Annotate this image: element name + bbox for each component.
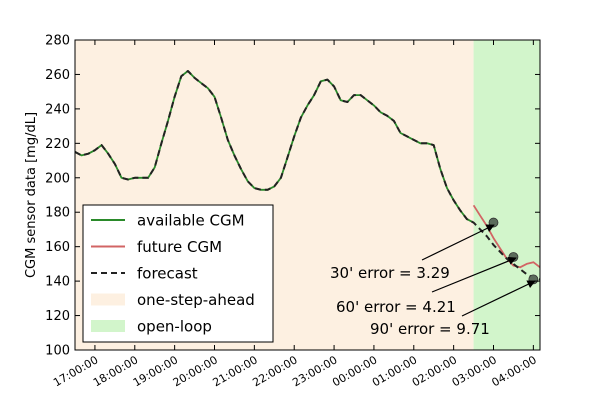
x-tick-label: 19:00:00 <box>131 353 180 389</box>
x-tick-label: 21:00:00 <box>211 353 260 389</box>
legend-label-open-loop: open-loop <box>137 318 212 336</box>
legend-label-future-CGM: future CGM <box>137 238 222 256</box>
region-open-loop <box>473 40 540 350</box>
x-tick-label: 23:00:00 <box>290 353 339 389</box>
legend-label-available-CGM: available CGM <box>137 212 245 230</box>
annotation-label-2: 60' error = 4.21 <box>336 298 456 316</box>
x-tick-label: 00:00:00 <box>330 353 379 389</box>
x-tick-label: 01:00:00 <box>370 353 419 389</box>
x-tick-label: 03:00:00 <box>450 353 499 389</box>
error-marker-3 <box>528 274 539 285</box>
y-axis-ticks: 100 120 140 160 180 200 220 240 260 280 <box>45 34 540 359</box>
x-tick-label: 02:00:00 <box>410 353 459 389</box>
y-tick-label: 200 <box>45 171 70 186</box>
y-tick-label: 160 <box>45 240 70 255</box>
legend-swatch-one-step-ahead <box>91 293 125 306</box>
annotation-arrow-2 <box>431 256 517 293</box>
y-tick-label: 100 <box>45 344 70 359</box>
y-tick-label: 280 <box>45 34 70 49</box>
annotation-label-3: 90' error = 9.71 <box>370 320 490 338</box>
legend-swatch-open-loop <box>91 320 125 332</box>
y-tick-label: 220 <box>45 137 70 152</box>
y-tick-label: 140 <box>45 275 70 290</box>
legend: available CGM future CGM forecast one-step-… <box>82 204 274 343</box>
legend-label-one-step-ahead: one-step-ahead <box>137 291 255 309</box>
x-tick-label: 18:00:00 <box>91 353 140 389</box>
error-annotations: 30' error = 3.29 60' error = 4.21 90' erro… <box>330 224 536 338</box>
series-forecast <box>74 70 541 281</box>
plot-frame <box>74 39 541 351</box>
x-tick-label: 22:00:00 <box>250 353 299 389</box>
annotation-label-1: 30' error = 3.29 <box>330 264 450 282</box>
x-tick-label: 17:00:00 <box>51 353 100 389</box>
legend-label-forecast: forecast <box>137 265 198 283</box>
annotation-arrow-1 <box>421 224 495 261</box>
series-lines <box>74 70 541 281</box>
x-tick-label: 04:00:00 <box>490 353 539 389</box>
annotation-arrow-3 <box>461 280 536 317</box>
y-axis-label: CGM sensor data [mg/dL] <box>24 112 39 278</box>
x-tick-label: 20:00:00 <box>171 353 220 389</box>
y-tick-label: 180 <box>45 206 70 221</box>
y-tick-label: 240 <box>45 102 70 117</box>
y-tick-label: 260 <box>45 68 70 83</box>
y-tick-label: 120 <box>45 309 70 324</box>
